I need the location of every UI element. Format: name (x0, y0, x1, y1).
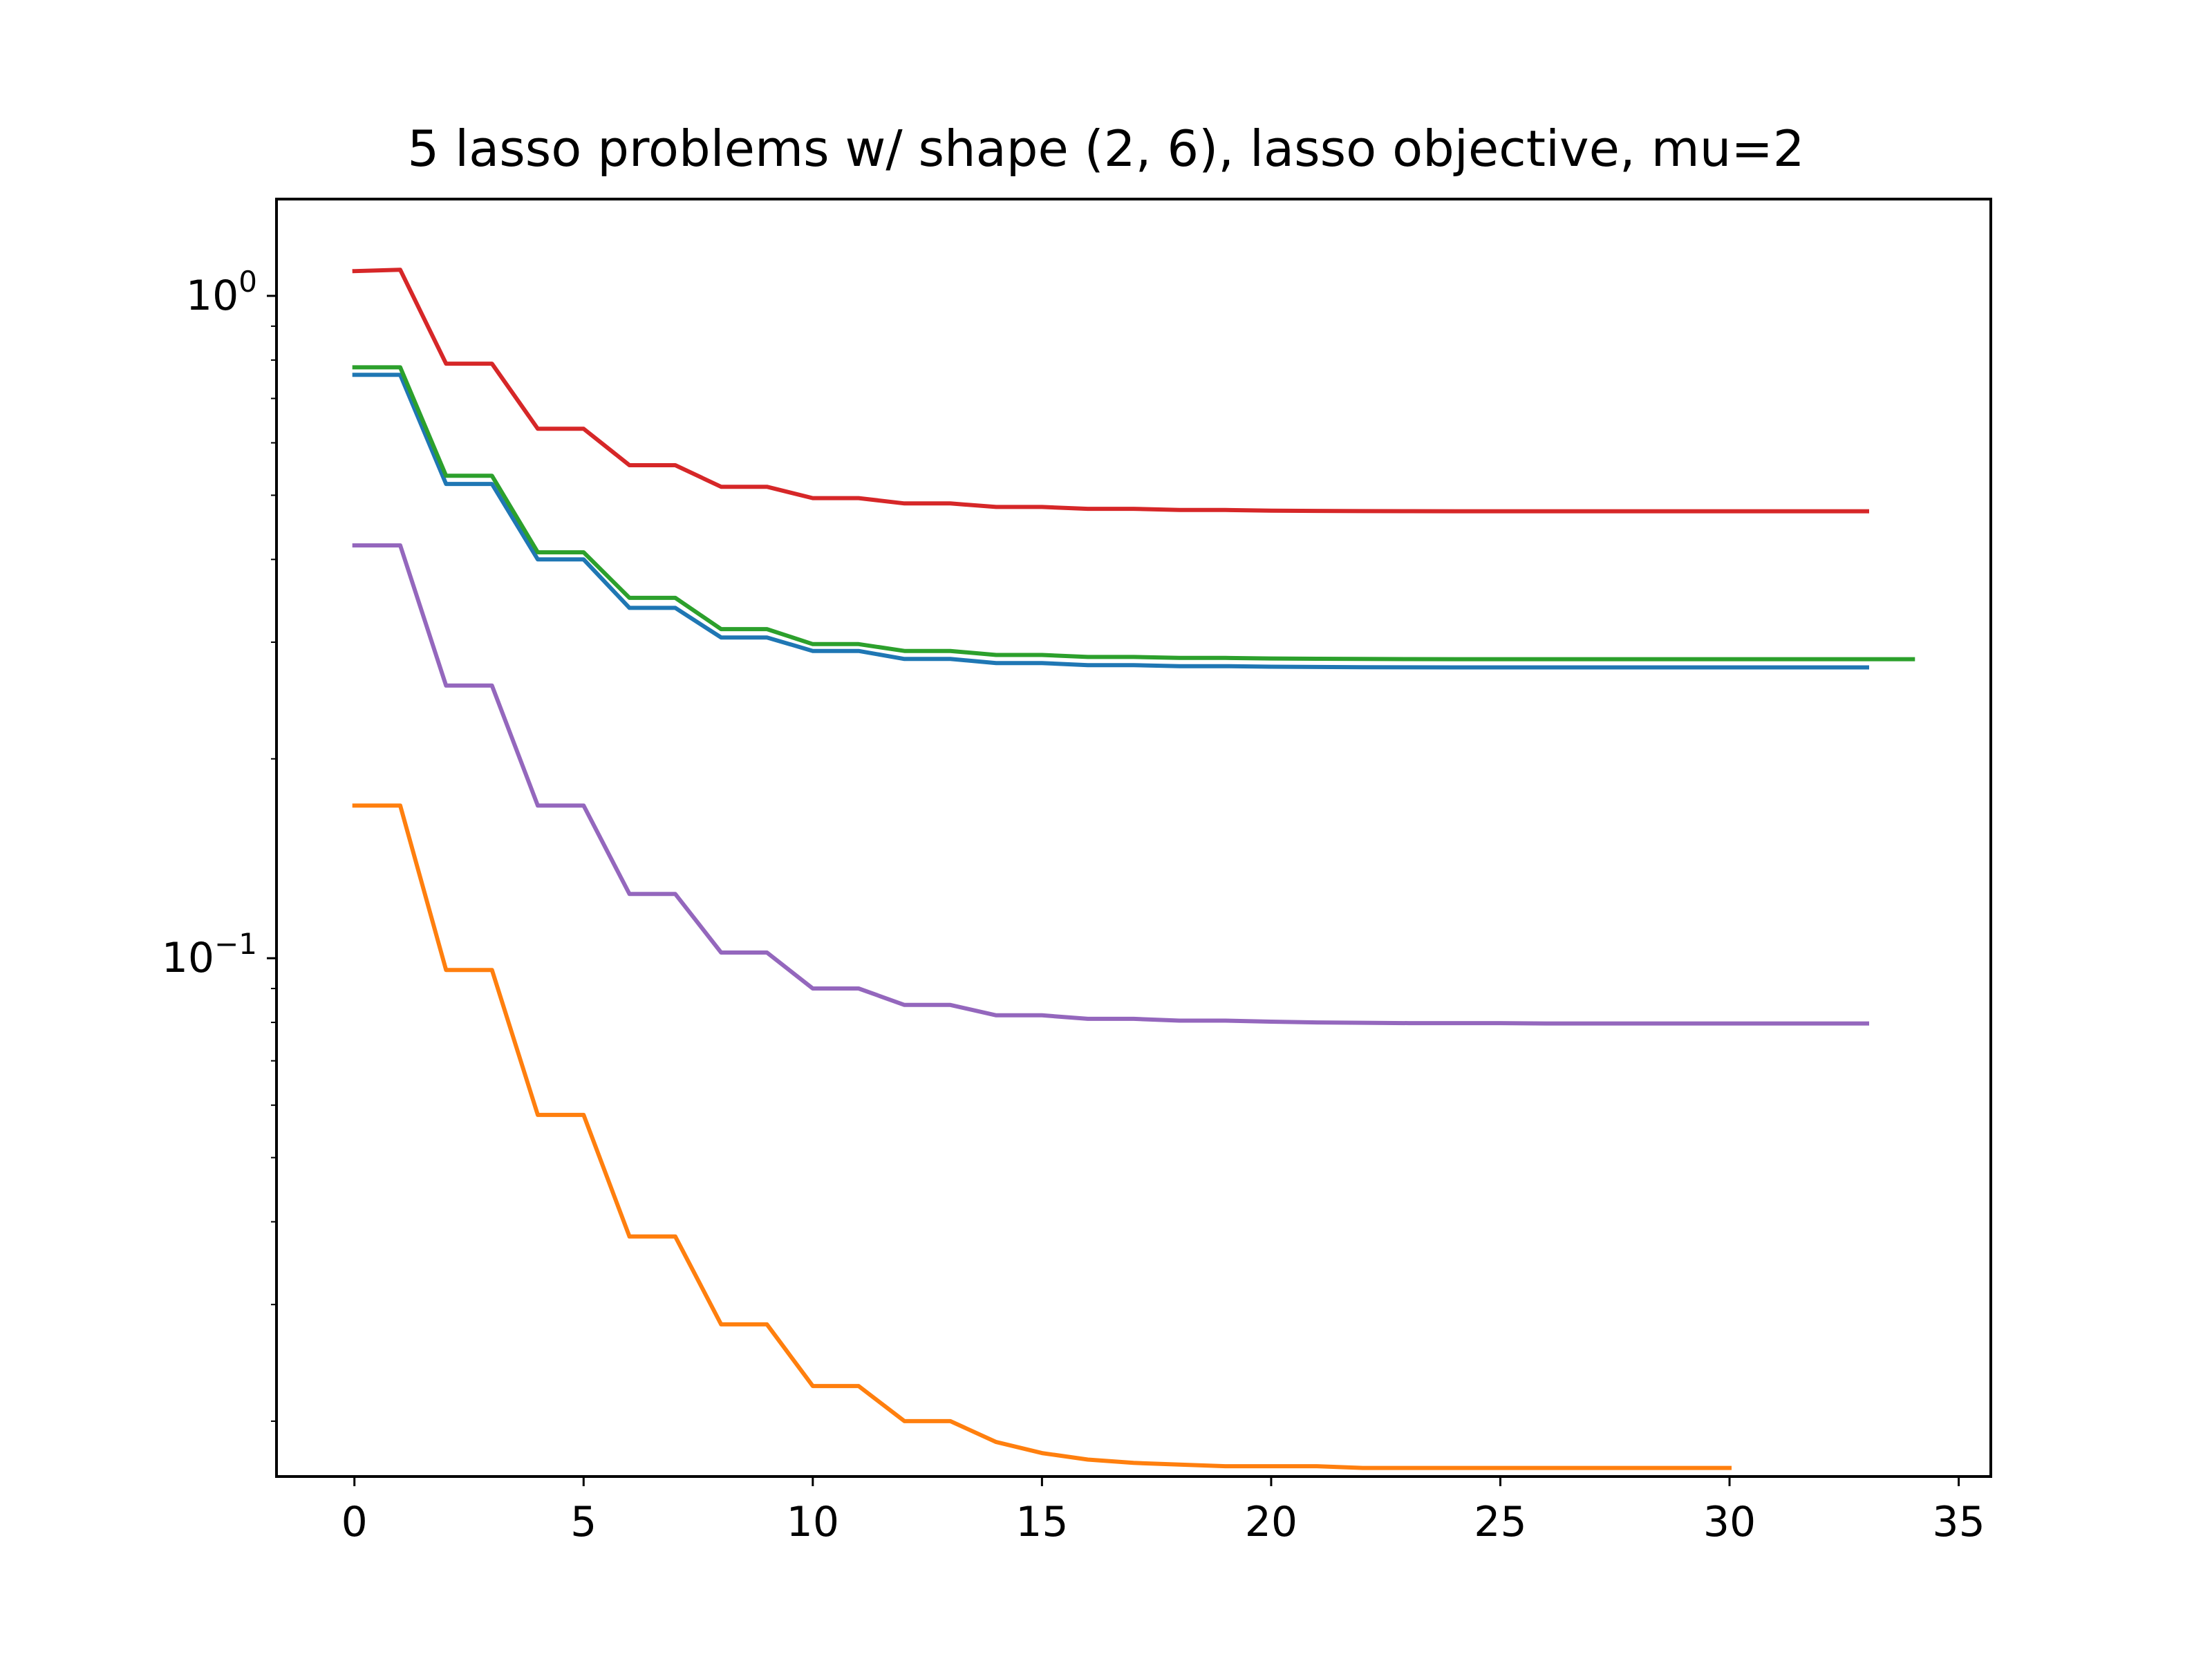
y-tick-label-exponent: 0 (238, 265, 257, 299)
x-tick-label-5: 5 (570, 1498, 597, 1546)
x-tick-label-0: 0 (341, 1498, 368, 1546)
chart-title: 5 lasso problems w/ shape (2, 6), lasso … (407, 120, 1804, 178)
x-axis: 0 5 10 15 20 25 30 35 (341, 1477, 1985, 1546)
y-tick-label-base: 10 (186, 272, 238, 320)
x-tick-label-10: 10 (787, 1498, 839, 1546)
plot-frame (275, 198, 1992, 1478)
series-line-1 (352, 373, 1869, 670)
x-tick-label-35: 35 (1932, 1498, 1985, 1546)
series-line-2 (352, 803, 1732, 1470)
x-tick-label-25: 25 (1474, 1498, 1526, 1546)
series-line-3 (352, 365, 1915, 662)
x-tick-label-20: 20 (1245, 1498, 1297, 1546)
series-layer (352, 268, 1915, 1470)
y-tick-label-exponent: −1 (214, 927, 257, 961)
series-line-4 (352, 268, 1869, 514)
y-tick-label-1: 10−1 (162, 927, 257, 982)
y-tick-label-0: 100 (186, 265, 257, 320)
y-tick-label-base: 10 (162, 934, 214, 982)
series-line-5 (352, 543, 1869, 1026)
x-tick-label-15: 15 (1015, 1498, 1068, 1546)
x-tick-label-30: 30 (1703, 1498, 1756, 1546)
